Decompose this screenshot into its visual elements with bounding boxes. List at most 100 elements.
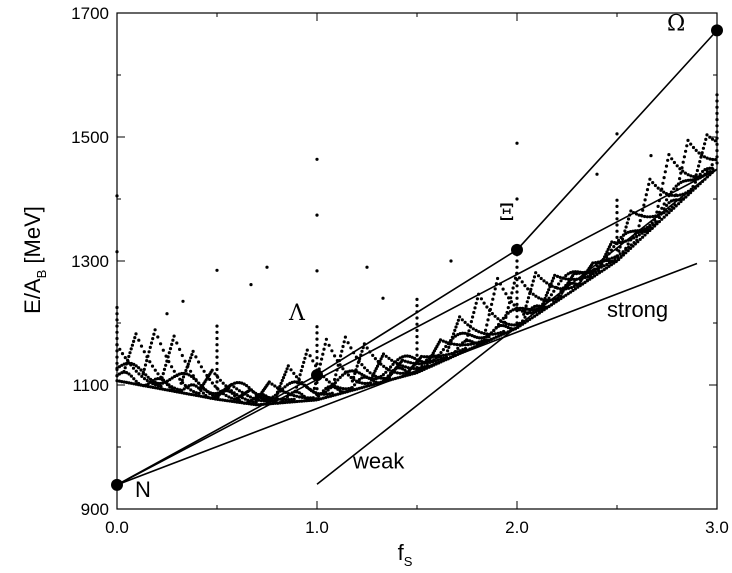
scatter-point — [515, 321, 519, 325]
scatter-point — [485, 338, 489, 342]
scatter-point — [665, 209, 669, 213]
scatter-point — [645, 229, 650, 233]
scatter-point — [417, 359, 421, 363]
scatter-point — [245, 401, 249, 405]
scatter-point — [665, 198, 669, 202]
scatter-point — [521, 322, 525, 326]
scatter-point — [391, 362, 395, 366]
scatter-point — [158, 387, 162, 391]
scatter-point — [281, 387, 285, 391]
scatter-point — [576, 282, 580, 286]
scatter-point — [451, 336, 455, 340]
scatter-point — [674, 184, 678, 188]
scatter-point — [118, 347, 122, 351]
scatter-point — [434, 356, 438, 360]
scatter-point — [542, 299, 546, 303]
scatter-point — [227, 395, 231, 399]
scatter-point — [359, 353, 363, 357]
scatter-point — [415, 304, 419, 308]
scatter-point — [393, 367, 397, 371]
scatter-point — [477, 336, 481, 340]
scatter-point — [177, 389, 181, 394]
scatter-point — [531, 279, 535, 283]
scatter-point — [415, 322, 419, 326]
scatter-point — [485, 305, 489, 309]
scatter-point — [215, 355, 219, 359]
scatter-point — [270, 382, 274, 386]
scatter-point — [141, 383, 145, 388]
scatter-point — [537, 311, 542, 315]
scatter-point — [315, 337, 319, 341]
scatter-point — [537, 306, 542, 310]
scatter-point — [453, 334, 457, 338]
scatter-point — [650, 226, 654, 230]
scatter-point — [509, 326, 513, 331]
scatter-point — [170, 376, 174, 380]
scatter-point — [480, 336, 484, 340]
scatter-point — [215, 330, 219, 334]
scatter-point — [689, 178, 693, 182]
scatter-point — [682, 155, 687, 159]
scatter-point — [675, 164, 679, 168]
baryon-points: N Λ Ξ Ω — [111, 11, 723, 502]
scatter-point — [549, 303, 554, 307]
scatter-point — [144, 373, 148, 377]
scatter-point — [279, 381, 283, 385]
scatter-point — [360, 349, 364, 353]
scatter-point — [379, 357, 383, 361]
scatter-point — [474, 328, 478, 332]
scatter-point — [417, 367, 421, 371]
scatter-point — [455, 322, 459, 326]
scatter-point — [710, 166, 714, 170]
scatter-point — [693, 177, 698, 182]
scatter-point — [558, 287, 563, 291]
scatter-point — [384, 377, 388, 381]
scatter-point — [348, 369, 352, 373]
scatter-point — [321, 391, 325, 395]
scatter-point — [130, 343, 134, 347]
scatter-point — [453, 328, 457, 332]
scatter-point — [353, 388, 357, 392]
scatter-point — [129, 374, 133, 378]
scatter-point — [410, 355, 414, 359]
scatter-point — [134, 364, 138, 368]
scatter-point — [482, 335, 486, 340]
scatter-point — [693, 180, 698, 184]
scatter-point — [271, 401, 275, 406]
scatter-point — [358, 357, 362, 361]
scatter-point — [515, 315, 519, 319]
scatter-point — [150, 364, 155, 368]
scatter-point — [254, 395, 258, 399]
scatter-point — [302, 399, 306, 403]
scatter-point — [515, 265, 519, 269]
scatter-point — [144, 383, 148, 387]
scatter-point — [168, 388, 172, 393]
scatter-point — [312, 398, 316, 402]
annotation-weak: weak — [352, 449, 405, 474]
scatter-point — [315, 362, 319, 366]
scatter-point — [230, 382, 234, 386]
scatter-point — [679, 180, 683, 184]
scatter-point — [122, 380, 126, 384]
scatter-point — [427, 365, 431, 369]
scatter-point — [656, 186, 660, 190]
scatter-point — [496, 276, 500, 281]
scatter-point — [293, 400, 297, 404]
x-tick-label: 0.0 — [105, 518, 129, 537]
scatter-point — [509, 296, 513, 300]
scatter-point — [575, 277, 579, 281]
scatter-point — [172, 369, 176, 373]
scatter-point — [307, 398, 311, 402]
scatter-point — [199, 394, 203, 398]
scatter-point — [215, 268, 219, 272]
series-lines — [116, 29, 718, 486]
scatter-point — [393, 360, 397, 364]
scatter-point — [344, 387, 348, 391]
scatter-point — [515, 141, 519, 145]
scatter-point — [506, 330, 510, 334]
scatter-point — [401, 367, 405, 371]
scatter-point — [360, 381, 364, 385]
scatter-point — [292, 397, 296, 401]
scatter-point — [153, 380, 157, 385]
scatter-point — [581, 282, 585, 286]
